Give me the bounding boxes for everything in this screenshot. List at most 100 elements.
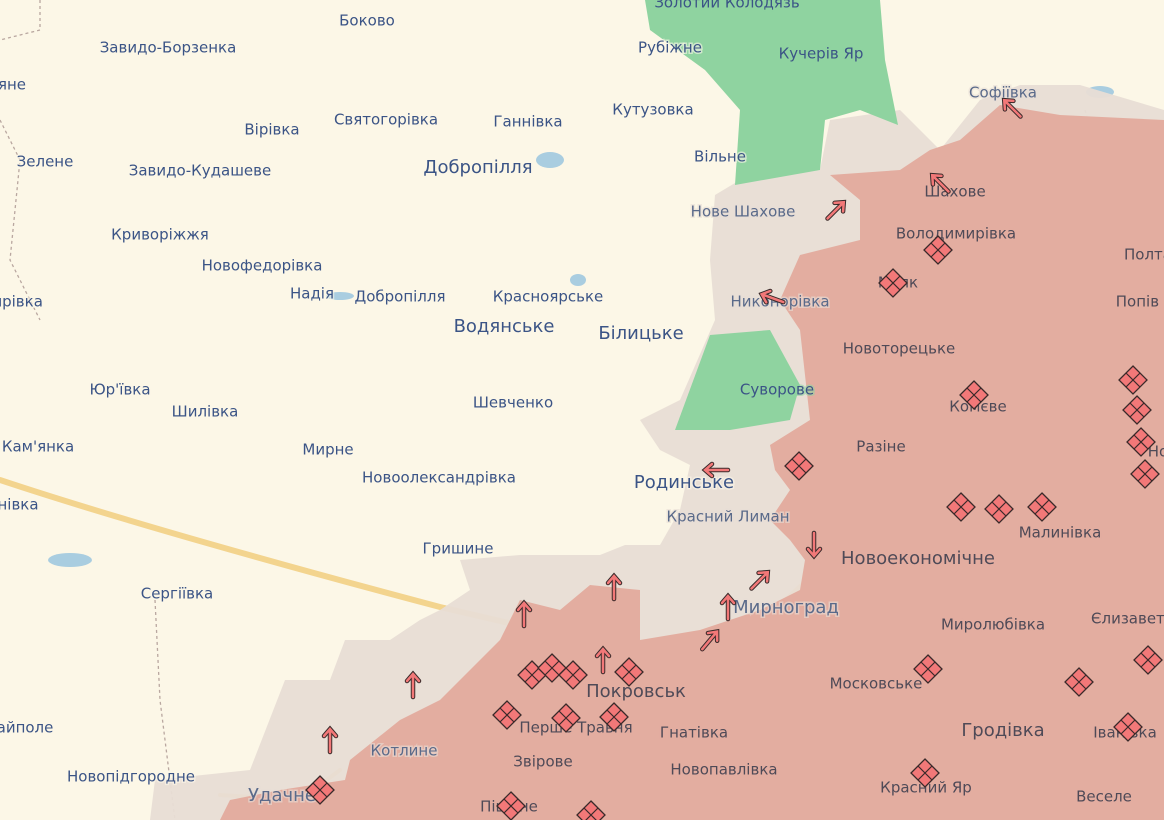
assault-diamond-icon[interactable] [614,657,644,687]
place-label: Надія [290,285,334,303]
place-label: Шевченко [473,394,553,412]
assault-diamond-icon[interactable] [1122,395,1152,425]
place-label: Володимирівка [896,225,1016,243]
place-label: Водянське [454,316,555,337]
liberated-zone-suvorove[interactable] [675,330,800,430]
place-label: Нове Шахове [691,203,796,221]
place-label: Золотий Колодязь [654,0,799,12]
liberated-zone-north[interactable] [645,0,898,185]
attack-arrow-icon[interactable] [823,198,848,223]
place-label: Кучерів Яр [779,45,864,63]
assault-diamond-icon[interactable] [1133,645,1163,675]
attack-arrow-icon[interactable] [404,670,422,700]
place-label: яне [0,76,26,94]
assault-diamond-icon[interactable] [984,494,1014,524]
assault-diamond-icon[interactable] [878,268,908,298]
place-label: Вірівка [244,121,299,139]
place-label: Разіне [856,438,905,456]
attack-arrow-icon[interactable] [594,645,612,675]
assault-diamond-icon[interactable] [959,380,989,410]
place-label: Попів Я [1116,293,1164,311]
assault-diamond-icon[interactable] [913,654,943,684]
assault-diamond-icon[interactable] [910,758,940,788]
attack-arrow-icon[interactable] [719,592,737,622]
place-label: Гнатівка [660,724,728,742]
place-label: Добропілля [423,157,532,178]
place-label: Єлизаветі [1091,610,1164,628]
place-label: Вільне [694,148,746,166]
attack-arrow-icon[interactable] [605,572,623,602]
place-label: Гришине [423,540,494,558]
place-label: Суворове [740,381,814,399]
place-label: Новоекономічне [841,548,995,569]
place-label: Добропілля [354,288,445,306]
place-label: Новопідгородне [67,768,195,786]
assault-diamond-icon[interactable] [1064,667,1094,697]
place-label: Софіївка [969,84,1037,102]
place-label: Новофедорівка [202,257,323,275]
place-label: Веселе [1076,788,1132,806]
assault-diamond-icon[interactable] [551,703,581,733]
assault-diamond-icon[interactable] [599,702,629,732]
place-label: Ганнівка [493,113,562,131]
assault-diamond-icon[interactable] [492,700,522,730]
place-label: Красноярське [493,288,604,306]
place-label: Новоолександрівка [362,469,516,487]
place-label: Криворіжжя [111,226,209,244]
assault-diamond-icon[interactable] [305,775,335,805]
assault-diamond-icon[interactable] [923,235,953,265]
assault-diamond-icon[interactable] [496,791,526,820]
assault-diamond-icon[interactable] [558,660,588,690]
occupied-zone[interactable] [220,105,1164,820]
assault-diamond-icon[interactable] [1118,365,1148,395]
place-label: Новопавлівка [670,761,777,779]
place-label: Сергіївка [141,585,214,603]
place-label: Красний Лиман [666,508,789,526]
place-label: Кам'янка [2,438,74,456]
place-label: Покровськ [586,681,686,702]
place-label: Новоторецьке [843,340,955,358]
place-label: айполе [0,719,53,737]
attack-arrow-icon[interactable] [321,725,339,755]
place-label: Родинське [634,472,734,493]
place-label: Юр'ївка [89,381,150,399]
place-label: Мирне [302,441,353,459]
place-label: Звірове [513,753,572,771]
assault-diamond-icon[interactable] [946,492,976,522]
place-label: Завидо-Кудашеве [129,162,271,180]
place-label: Мирноград [733,597,839,618]
place-label: нівка [0,496,39,514]
place-label: Білицьке [598,323,683,344]
place-label: Шилівка [172,403,239,421]
attack-arrow-icon[interactable] [805,530,823,560]
attack-arrow-icon[interactable] [515,599,533,629]
attack-arrow-icon[interactable] [1000,96,1025,121]
place-label: Комєве [949,398,1006,416]
attack-arrow-icon[interactable] [698,628,722,653]
attack-arrow-icon[interactable] [928,171,953,196]
place-label: Завидо-Борзенка [100,39,237,57]
place-label: Московське [830,675,923,693]
place-label: Гродівка [961,720,1044,741]
markers [305,96,1163,820]
place-label: Малинівка [1019,524,1102,542]
place-label: ярівка [0,293,43,311]
place-label: Рубіжне [638,39,702,57]
place-label: Котлине [371,742,438,760]
place-label: Святогорівка [334,111,438,129]
assault-diamond-icon[interactable] [784,451,814,481]
place-label: Удачне [248,785,316,806]
attack-arrow-icon[interactable] [758,288,786,308]
place-label: Шахове [924,183,985,201]
attack-arrow-icon[interactable] [747,568,772,593]
place-label: Кутузовка [612,101,693,119]
assault-diamond-icon[interactable] [1113,712,1143,742]
assault-diamond-icon[interactable] [1130,459,1160,489]
place-label: Миролюбівка [941,616,1045,634]
place-label: Полта [1124,246,1164,264]
assault-diamond-icon[interactable] [1126,427,1156,457]
assault-diamond-icon[interactable] [1027,492,1057,522]
attack-arrow-icon[interactable] [701,461,731,479]
